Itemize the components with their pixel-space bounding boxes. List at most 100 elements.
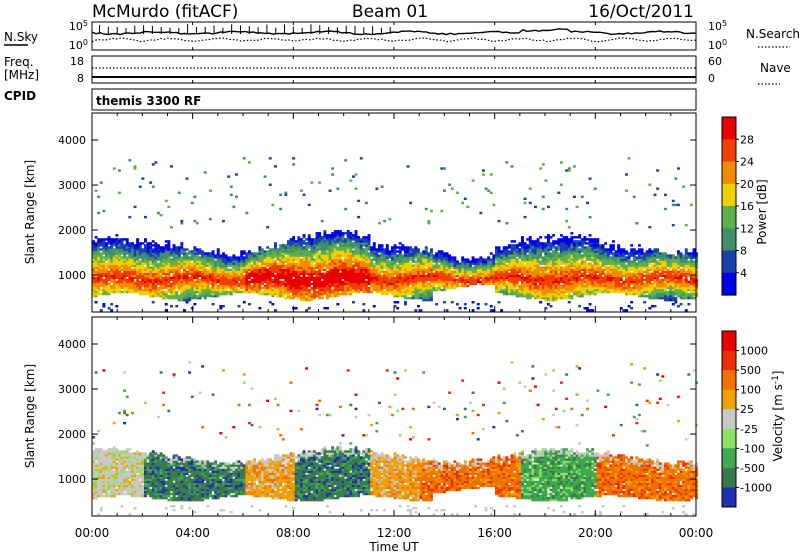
power-cell (508, 274, 511, 278)
power-cell (276, 256, 280, 259)
power-cell (341, 244, 345, 247)
power-cell (188, 296, 192, 300)
power-cell (323, 272, 327, 276)
power-cell (313, 290, 316, 294)
power-cell (245, 254, 249, 257)
power-cell (219, 260, 223, 263)
power-cell (484, 274, 488, 278)
power-cell (333, 256, 337, 259)
power-cell (586, 242, 589, 245)
power-cell (388, 260, 392, 263)
power-cell (453, 272, 457, 276)
power-cell (367, 272, 371, 276)
power-cell (575, 254, 579, 257)
power-cell (344, 278, 348, 282)
power-cell (201, 262, 205, 265)
power-cell (154, 294, 158, 298)
power-cell (596, 248, 600, 251)
power-cell (307, 266, 311, 269)
power-cell (456, 270, 459, 274)
power-cell (528, 290, 532, 294)
power-cell (305, 254, 309, 257)
power-cell (380, 278, 384, 282)
power-cell (500, 272, 504, 276)
power-cell (534, 270, 537, 274)
power-cell (422, 294, 426, 298)
power-cell (159, 282, 163, 286)
power-cell (547, 264, 550, 267)
power-cell (203, 296, 207, 300)
power-cell (570, 264, 574, 267)
power-cell (557, 238, 561, 241)
power-cell (289, 246, 293, 249)
power-cell (560, 248, 563, 251)
power-cell (198, 286, 202, 290)
power-cell (110, 303, 114, 306)
power-cell (515, 284, 519, 288)
power-cell (276, 274, 280, 278)
power-cell (305, 284, 309, 288)
power-cell (593, 280, 597, 284)
power-cell (557, 286, 561, 290)
power-cell (359, 282, 363, 286)
power-cell (274, 286, 277, 290)
power-cell (385, 268, 389, 272)
power-cell (328, 282, 332, 286)
power-cell (593, 264, 597, 267)
power-cell (544, 288, 548, 292)
power-cell (453, 270, 457, 274)
power-cell (248, 286, 251, 290)
power-cell (294, 240, 298, 243)
power-cell (157, 244, 160, 247)
power-cell (339, 278, 342, 282)
power-cell (276, 284, 280, 288)
power-cell (154, 242, 158, 245)
power-cell (216, 288, 220, 292)
power-cell (268, 248, 272, 251)
power-cell (138, 252, 142, 255)
power-cell (172, 280, 176, 284)
power-cell (453, 286, 457, 290)
power-cell (94, 260, 98, 263)
power-cell (214, 272, 218, 276)
power-cell (198, 284, 202, 288)
power-cell (549, 268, 553, 272)
power-cell (216, 250, 220, 253)
power-cell (567, 169, 571, 172)
power-cell (396, 274, 400, 278)
power-cell (588, 266, 592, 269)
power-cell (289, 264, 293, 267)
power-cell (336, 282, 340, 286)
power-cell (151, 286, 155, 290)
power-cell (136, 244, 140, 247)
power-cell (245, 262, 249, 265)
power-cell (554, 272, 558, 276)
power-cell (414, 246, 418, 249)
power-cell (180, 296, 184, 300)
power-cell (128, 244, 132, 247)
power-cell (268, 278, 272, 282)
power-cell (487, 258, 491, 261)
power-cell (240, 250, 244, 253)
power-cell (183, 266, 186, 269)
power-cell (573, 274, 576, 278)
power-cell (292, 270, 296, 274)
power-cell (123, 272, 127, 276)
power-cell (97, 282, 101, 286)
power-cell (372, 282, 376, 286)
power-cell (235, 290, 238, 294)
power-cell (443, 254, 446, 257)
power-cell (131, 280, 134, 284)
power-cell (388, 264, 392, 267)
power-cell (531, 290, 535, 294)
power-cell (141, 276, 145, 280)
power-cell (162, 254, 166, 257)
power-cell (596, 266, 600, 269)
power-cell (588, 270, 592, 274)
power-cell (593, 244, 597, 247)
power-cell (380, 266, 384, 269)
power-cell (341, 288, 345, 292)
power-cell (479, 276, 483, 280)
power-cell (128, 284, 132, 288)
